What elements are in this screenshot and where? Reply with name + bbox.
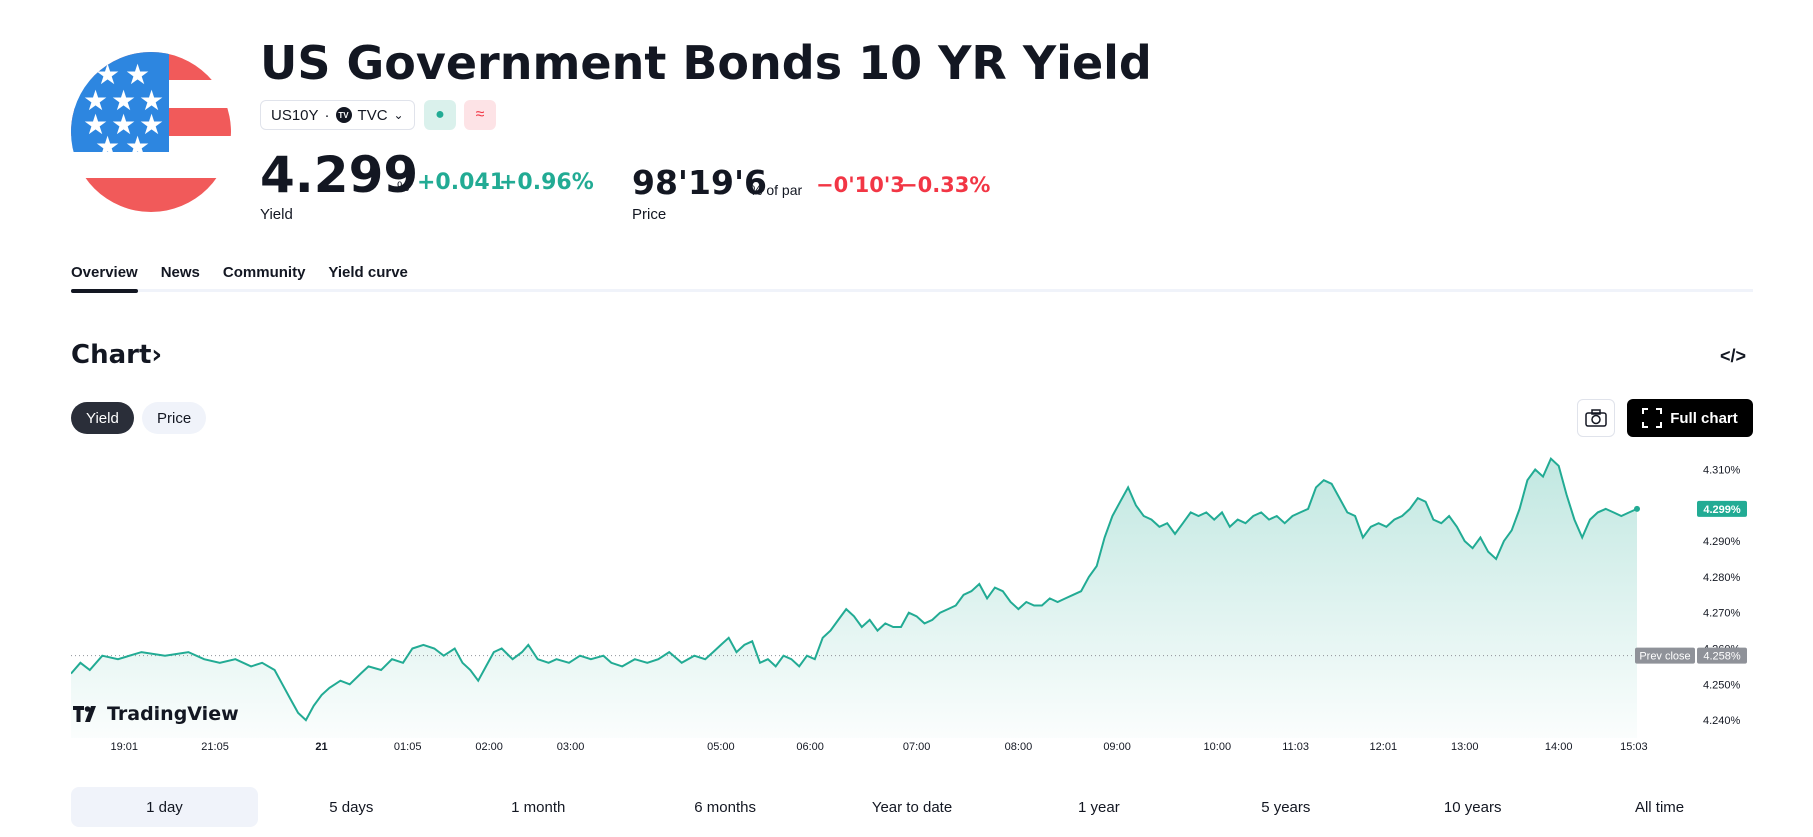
tradingview-brand[interactable]: TradingView	[73, 703, 239, 725]
camera-icon	[1585, 409, 1607, 427]
symbol-selector[interactable]: US10Y · TV TVC ⌄	[260, 100, 415, 130]
yield-chart[interactable]: 4.310%4.300%4.290%4.280%4.270%4.260%4.25…	[71, 448, 1753, 768]
chart-section-link[interactable]: Chart›	[71, 340, 162, 370]
x-tick-label: 11:03	[1282, 741, 1309, 753]
delayed-data-badge[interactable]: ≈	[464, 100, 496, 130]
symbol-separator: ·	[324, 106, 330, 124]
x-tick-label: 06:00	[796, 741, 824, 753]
chevron-right-icon: ›	[151, 340, 163, 370]
period-button[interactable]: 5 days	[329, 798, 374, 816]
market-open-badge[interactable]: ●	[424, 100, 456, 130]
y-tick-label: 4.280%	[1703, 572, 1741, 584]
svg-text:★: ★	[139, 108, 164, 141]
period-button[interactable]: 1 day	[71, 787, 258, 827]
toggle-yield-button[interactable]: Yield	[71, 402, 134, 434]
tab-news[interactable]: News	[160, 264, 200, 281]
page-tabs: Overview News Community Yield curve	[71, 264, 408, 293]
toggle-price-button[interactable]: Price	[142, 402, 207, 434]
period-button[interactable]: 5 years	[1261, 798, 1311, 816]
svg-text:★: ★	[95, 130, 120, 163]
y-tick-label: 4.270%	[1703, 608, 1741, 620]
tab-community[interactable]: Community	[222, 264, 306, 281]
x-tick-label: 03:00	[557, 741, 585, 753]
yield-value: 4.299	[260, 146, 419, 204]
prev-close-value: 4.258%	[1703, 651, 1741, 663]
svg-text:★: ★	[111, 84, 136, 117]
period-button[interactable]: 1 year	[1078, 798, 1120, 816]
svg-text:★: ★	[125, 130, 150, 163]
price-change: −0'10'3	[816, 173, 905, 197]
full-chart-button[interactable]: Full chart	[1627, 399, 1753, 437]
x-tick-label: 19:01	[110, 741, 138, 753]
x-tick-label: 01:05	[394, 741, 422, 753]
yield-area-fill	[71, 458, 1637, 738]
delayed-wave-icon: ≈	[475, 106, 485, 123]
tradingview-brand-label: TradingView	[107, 703, 239, 725]
last-value-label: 4.299%	[1703, 504, 1741, 516]
full-chart-label: Full chart	[1670, 409, 1738, 427]
price-unit: % of par	[750, 182, 803, 198]
x-tick-label: 14:00	[1545, 741, 1573, 753]
svg-text:★: ★	[125, 58, 150, 91]
embed-code-icon[interactable]: </>	[1720, 346, 1747, 366]
yield-unit: %	[397, 178, 410, 194]
x-tick-label: 10:00	[1204, 741, 1232, 753]
y-tick-label: 4.290%	[1703, 536, 1741, 548]
tab-yield-curve[interactable]: Yield curve	[328, 264, 408, 281]
x-tick-label: 05:00	[707, 741, 735, 753]
x-tick-label: 07:00	[903, 741, 931, 753]
x-tick-label: 21:05	[201, 741, 229, 753]
chart-section-title: Chart	[71, 340, 152, 370]
x-tick-label: 02:00	[475, 741, 503, 753]
x-tick-label: 21	[315, 741, 327, 753]
x-tick-label: 13:00	[1451, 741, 1479, 753]
market-open-dot-icon: ●	[435, 106, 445, 123]
price-label: Price	[632, 206, 667, 223]
yield-change: +0.041	[417, 170, 506, 195]
last-point-marker	[1634, 505, 1640, 512]
period-button[interactable]: 1 month	[511, 798, 566, 816]
prev-close-text: Prev close	[1639, 651, 1690, 663]
yield-change-pct: +0.96%	[499, 170, 594, 195]
period-button[interactable]: 10 years	[1443, 798, 1502, 816]
x-tick-label: 09:00	[1103, 741, 1131, 753]
period-selector: 1 day 5 days 1 month 6 months Year to date 1 …	[71, 787, 1753, 827]
tradingview-logo-icon	[73, 706, 96, 722]
svg-text:★: ★	[111, 108, 136, 141]
x-tick-label: 15:03	[1620, 741, 1648, 753]
price-value: 98'19'6	[632, 163, 768, 202]
svg-text:★: ★	[83, 108, 108, 141]
svg-text:★: ★	[139, 84, 164, 117]
y-tick-label: 4.310%	[1703, 464, 1741, 476]
last-value-tag	[1697, 500, 1747, 517]
yield-label: Yield	[260, 206, 293, 223]
us-flag-icon: ★ ★ ★ ★ ★ ★ ★ ★ ★ ★	[71, 52, 231, 212]
price-change-pct: −0.33%	[900, 173, 991, 197]
x-tick-label: 12:01	[1370, 741, 1398, 753]
chevron-down-icon: ⌄	[393, 108, 404, 122]
tvc-logo-icon: TV	[335, 107, 352, 123]
fullscreen-icon	[1642, 408, 1663, 428]
us-flag-avatar: ★ ★ ★ ★ ★ ★ ★ ★ ★ ★	[71, 52, 231, 212]
page-title: US Government Bonds 10 YR Yield	[260, 36, 1152, 90]
snapshot-button[interactable]	[1577, 399, 1615, 437]
period-button[interactable]: 6 months	[694, 798, 756, 816]
prev-close-value-tag	[1697, 647, 1747, 664]
y-tick-label: 4.250%	[1703, 679, 1741, 691]
period-button[interactable]: Year to date	[871, 798, 953, 816]
x-tick-label: 08:00	[1005, 741, 1033, 753]
symbol-ticker: US10Y	[271, 106, 319, 124]
y-tick-label: 4.240%	[1703, 715, 1741, 727]
tab-overview[interactable]: Overview	[71, 264, 138, 293]
yield-line	[71, 457, 1638, 722]
prev-close-tag	[1635, 647, 1695, 664]
exchange-name: TVC	[357, 106, 388, 124]
period-button[interactable]: All time	[1634, 798, 1685, 816]
tabs-divider	[71, 289, 1753, 292]
svg-text:★: ★	[83, 84, 108, 117]
